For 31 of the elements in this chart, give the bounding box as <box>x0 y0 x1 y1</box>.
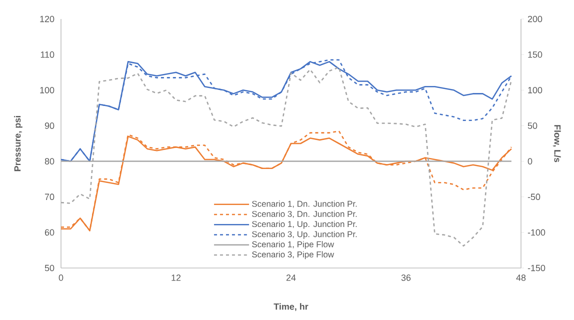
x-tick-label: 36 <box>401 274 411 281</box>
y2-tick-label: 200 <box>528 16 542 22</box>
legend-label: Scenario 3, Dn. Junction Pr. <box>252 210 357 218</box>
y-tick-label: 110 <box>40 51 54 58</box>
y-tick-label: 70 <box>44 194 54 200</box>
y2-tick-label: 50 <box>528 122 538 129</box>
y-axis-title: Pressure, psi <box>14 116 22 172</box>
x-tick-label: 12 <box>172 274 181 281</box>
line-series <box>61 66 512 247</box>
x-tick-label: 0 <box>58 274 64 281</box>
legend-label: Scenario 1, Pipe Flow <box>252 241 334 249</box>
y2-tick-label: -100 <box>528 229 546 236</box>
legend-label: Scenario 1, Dn. Junction Pr. <box>252 200 357 208</box>
y2-tick-label: 150 <box>528 51 542 58</box>
y2-tick-label: -150 <box>528 264 546 272</box>
legend-label: Scenario 3, Up. Junction Pr. <box>252 230 357 239</box>
y2-tick-label: -50 <box>528 194 540 200</box>
y-tick-label: 50 <box>44 264 54 272</box>
y-tick-label: 120 <box>40 16 54 22</box>
y2-axis-title: Flow, L/s <box>552 125 561 162</box>
y-tick-label: 100 <box>40 86 54 94</box>
y2-tick-label: 0 <box>528 158 532 164</box>
x-tick-label: 48 <box>516 274 526 281</box>
legend-label: Scenario 3, Pipe Flow <box>252 251 334 260</box>
x-axis-title: Time, hr <box>274 303 308 312</box>
legend-label: Scenario 1, Up. Junction Pr. <box>252 220 357 229</box>
y-tick-label: 90 <box>44 122 54 129</box>
y-tick-label: 80 <box>44 158 54 164</box>
y2-tick-label: 100 <box>528 86 542 94</box>
x-tick-label: 24 <box>286 274 296 281</box>
y-tick-label: 60 <box>44 229 54 236</box>
